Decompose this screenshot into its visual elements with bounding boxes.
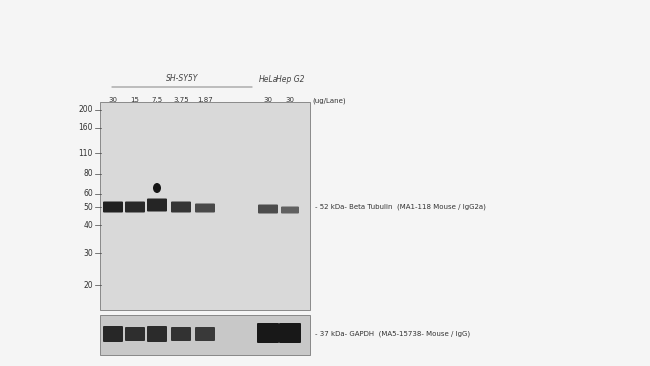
Text: - 52 kDa- Beta Tubulin  (MA1-118 Mouse / IgG2a): - 52 kDa- Beta Tubulin (MA1-118 Mouse / …: [315, 204, 486, 210]
Text: 200: 200: [79, 105, 93, 115]
Bar: [100, 315, 310, 355]
FancyBboxPatch shape: [147, 198, 167, 212]
Text: 7.5: 7.5: [151, 97, 162, 103]
Text: 60: 60: [83, 190, 93, 198]
Text: 40: 40: [83, 220, 93, 229]
FancyBboxPatch shape: [279, 323, 301, 343]
Text: 15: 15: [131, 97, 140, 103]
FancyBboxPatch shape: [257, 323, 279, 343]
Text: 110: 110: [79, 149, 93, 157]
Text: SH-SY5Y: SH-SY5Y: [166, 74, 198, 83]
Text: 160: 160: [79, 123, 93, 132]
FancyBboxPatch shape: [195, 203, 215, 213]
Text: 20: 20: [83, 280, 93, 290]
Text: 30: 30: [285, 97, 294, 103]
Text: HeLa: HeLa: [258, 75, 278, 84]
Text: 3.75: 3.75: [173, 97, 188, 103]
Text: 30: 30: [109, 97, 118, 103]
FancyBboxPatch shape: [281, 206, 299, 213]
Text: 50: 50: [83, 202, 93, 212]
FancyBboxPatch shape: [171, 327, 191, 341]
Bar: [100, 102, 310, 310]
FancyBboxPatch shape: [171, 202, 191, 213]
FancyBboxPatch shape: [258, 205, 278, 213]
FancyBboxPatch shape: [103, 326, 123, 342]
Ellipse shape: [153, 183, 161, 193]
Text: 30: 30: [83, 249, 93, 258]
Text: - 37 kDa- GAPDH  (MA5-15738- Mouse / IgG): - 37 kDa- GAPDH (MA5-15738- Mouse / IgG): [315, 331, 470, 337]
FancyBboxPatch shape: [147, 326, 167, 342]
Text: 80: 80: [83, 169, 93, 179]
FancyBboxPatch shape: [103, 202, 123, 213]
Text: 30: 30: [263, 97, 272, 103]
Text: (ug/Lane): (ug/Lane): [312, 97, 346, 104]
Text: 1.87: 1.87: [197, 97, 213, 103]
Text: Hep G2: Hep G2: [276, 75, 304, 84]
FancyBboxPatch shape: [125, 327, 145, 341]
FancyBboxPatch shape: [125, 202, 145, 213]
FancyBboxPatch shape: [195, 327, 215, 341]
